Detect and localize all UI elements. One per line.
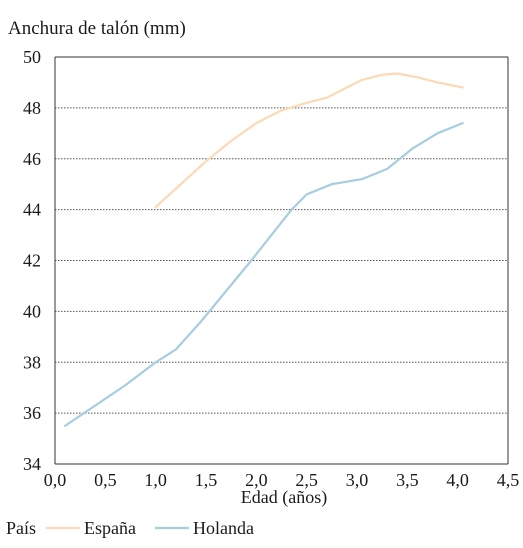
- x-axis-title: Edad (años): [241, 487, 327, 508]
- tick-labels: 34 36 38 40 42 44 46 48 50 0,0 0,5 1,0 1,5 2,0 2,5 3,0 3…: [23, 47, 519, 490]
- x-tick-label: 3,0: [346, 470, 369, 490]
- y-tick-label: 36: [23, 403, 41, 423]
- x-tick-label: 4,5: [497, 470, 520, 490]
- legend: País España Holanda: [6, 518, 254, 538]
- series-line-1: [154, 72, 464, 209]
- y-axis-title: Anchura de talón (mm): [8, 18, 186, 39]
- series-line-2: [63, 121, 464, 427]
- y-tick-label: 44: [23, 200, 41, 220]
- axes: [54, 56, 509, 465]
- x-tick-label: 0,5: [94, 470, 117, 490]
- x-tick-label: 1,0: [144, 470, 167, 490]
- y-tick-label: 34: [23, 454, 41, 474]
- series-lines: [63, 72, 464, 427]
- gridlines: [55, 107, 508, 414]
- y-tick-label: 40: [23, 301, 41, 321]
- x-tick-label: 2,5: [295, 470, 318, 490]
- y-tick-label: 48: [23, 98, 41, 118]
- x-tick-label: 3,5: [396, 470, 419, 490]
- x-tick-label: 4,0: [446, 470, 469, 490]
- x-tick-label: 2,0: [245, 470, 268, 490]
- x-tick-label: 0,0: [44, 470, 67, 490]
- y-tick-label: 42: [23, 251, 41, 271]
- legend-label-1: España: [84, 518, 136, 538]
- x-tick-label: 1,5: [195, 470, 218, 490]
- legend-title: País: [6, 518, 36, 538]
- legend-label-2: Holanda: [193, 518, 254, 538]
- y-tick-label: 50: [23, 47, 41, 67]
- y-tick-label: 38: [23, 352, 41, 372]
- y-tick-label: 46: [23, 149, 41, 169]
